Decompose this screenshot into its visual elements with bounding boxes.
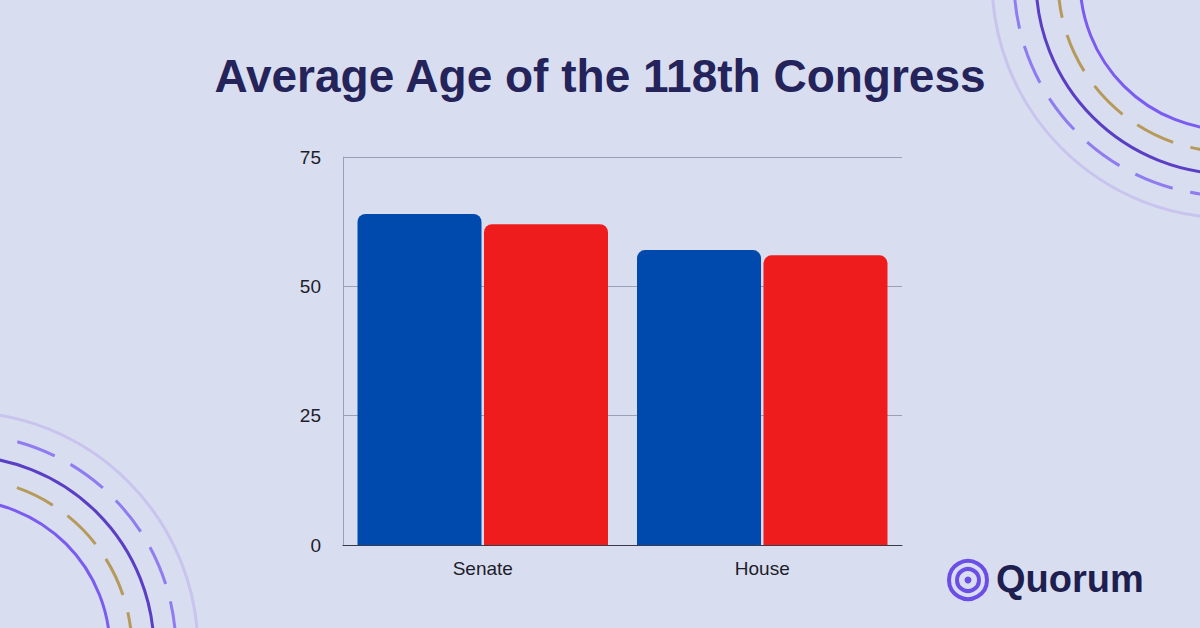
svg-text:25: 25: [300, 405, 321, 426]
svg-text:0: 0: [310, 535, 321, 556]
svg-text:Average Age of the 118th Congr: Average Age of the 118th Congress: [214, 50, 985, 102]
svg-text:Quorum: Quorum: [996, 558, 1144, 600]
svg-text:50: 50: [300, 276, 321, 297]
svg-text:Senate: Senate: [453, 558, 513, 579]
svg-text:House: House: [735, 558, 790, 579]
svg-text:75: 75: [300, 147, 321, 168]
